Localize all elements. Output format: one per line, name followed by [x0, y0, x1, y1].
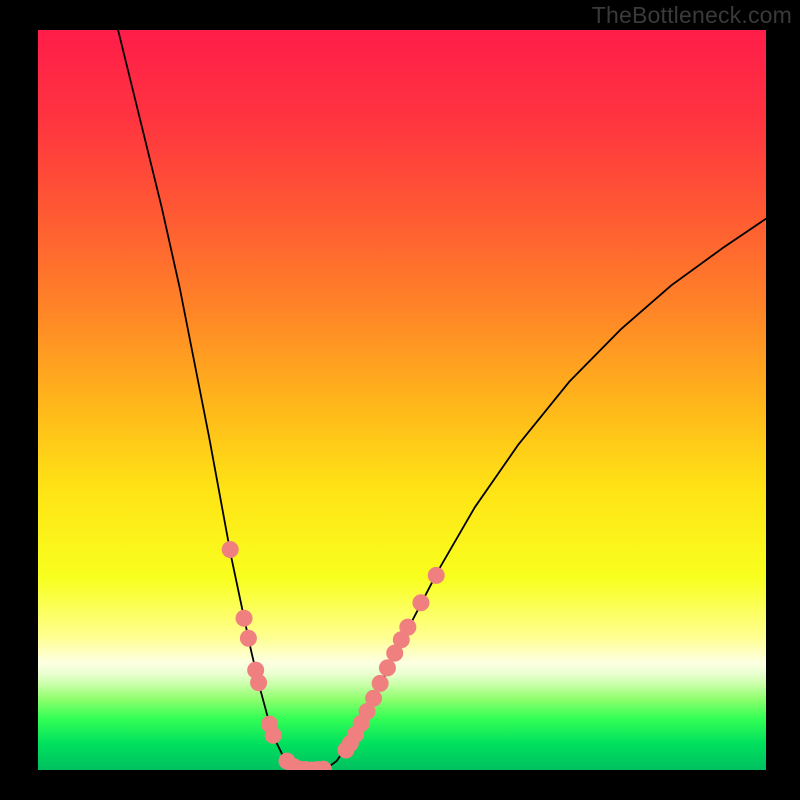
marker-point	[372, 675, 388, 691]
plot-area	[38, 30, 766, 770]
marker-point	[251, 675, 267, 691]
marker-point	[400, 619, 416, 635]
marker-point	[240, 630, 256, 646]
marker-point	[222, 541, 238, 557]
watermark-text: TheBottleneck.com	[592, 2, 792, 29]
marker-point	[413, 595, 429, 611]
marker-point	[236, 610, 252, 626]
marker-point	[366, 690, 382, 706]
marker-point	[428, 567, 444, 583]
gradient-background	[38, 30, 766, 770]
chart-stage: TheBottleneck.com	[0, 0, 800, 800]
marker-point	[379, 660, 395, 676]
plot-svg	[38, 30, 766, 770]
marker-point	[265, 727, 281, 743]
